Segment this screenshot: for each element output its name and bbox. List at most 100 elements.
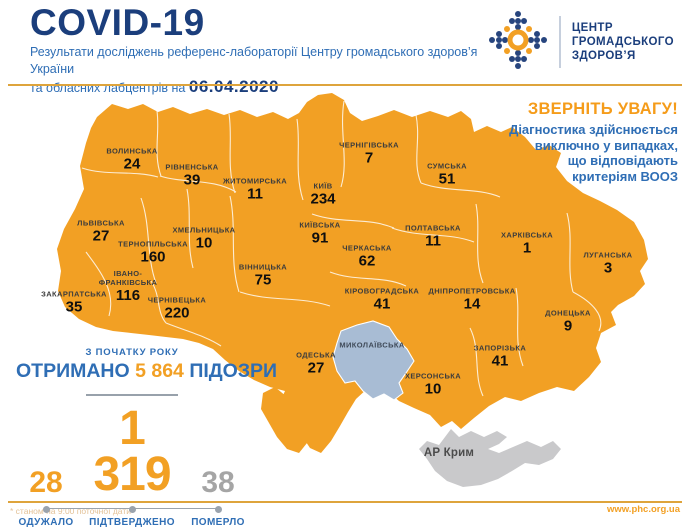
confirmed-count: 1 319 — [93, 402, 171, 501]
connector-dot — [128, 506, 136, 514]
region-case-count: 41 — [373, 295, 391, 313]
region-case-count: 27 — [307, 359, 325, 377]
confirmed-label: ПІДТВЕРДЖЕНО — [89, 517, 175, 528]
connector-dot — [214, 506, 222, 514]
region-name: ЛЬВІВСЬКА — [77, 218, 125, 228]
region-name: ЧЕРКАСЬКА — [342, 243, 392, 253]
stats-divider-line — [86, 394, 178, 396]
region-case-count: 27 — [92, 227, 110, 245]
map-region-label: ВІННИЦЬКА 75 — [239, 263, 287, 288]
region-case-count: 116 — [115, 287, 141, 304]
recovered-counter: 28 ОДУЖАЛО — [16, 465, 76, 528]
mykolaiv-region — [332, 320, 415, 401]
phc-logo: ЦЕНТР ГРОМАДСЬКОГО ЗДОРОВ’Я — [482, 4, 674, 80]
bessarabia-region — [261, 387, 307, 453]
region-name: ЧЕРНІВЕЦЬКА — [147, 295, 207, 305]
region-case-count: 75 — [254, 271, 272, 289]
map-region-label: ВОЛИНСЬКА 24 — [106, 147, 157, 172]
notice-title: ЗВЕРНІТЬ УВАГУ! — [527, 100, 678, 118]
confirmed-counter: 1 319 ПІДТВЕРДЖЕНО — [76, 402, 188, 528]
deaths-counter: 38 ПОМЕРЛО — [188, 465, 248, 528]
region-name: ДНІПРОПЕТРОВСЬКА — [428, 286, 516, 296]
map-region-label: ХЕРСОНСЬКА 10 — [405, 372, 461, 397]
region-name: АР Крим — [423, 447, 475, 459]
region-name: ТЕРНОПІЛЬСЬКА — [118, 239, 188, 249]
region-name: КИЇВСЬКА — [299, 220, 341, 230]
page-subtitle: Результати досліджень референс-лаборатор… — [30, 44, 500, 97]
map-region-label: СУМСЬКА 51 — [427, 162, 467, 187]
recovered-count: 28 — [29, 465, 63, 499]
region-case-count: 10 — [424, 380, 442, 398]
region-name: ЗАПОРІЗЬКА — [473, 343, 527, 353]
region-case-count: 24 — [123, 155, 141, 173]
region-case-count: 51 — [438, 170, 456, 188]
region-case-count: 220 — [164, 304, 190, 322]
region-case-count: 41 — [491, 352, 509, 370]
map-region-label: АР Крим — [424, 447, 474, 459]
stats-block: З ПОЧАТКУ РОКУ ОТРИМАНО 5 864 ПІДОЗРИ 28… — [16, 347, 278, 528]
map-region-label: ЗАКАРПАТСЬКА 35 — [41, 290, 107, 315]
region-case-count: 91 — [311, 229, 329, 247]
map-region-label: МИКОЛАЇВСЬКА — [339, 341, 404, 350]
map-region-label: ХАРКІВСЬКА 1 — [501, 231, 553, 256]
region-name: ХАРКІВСЬКА — [500, 230, 554, 240]
region-name: РІВНЕНСЬКА — [165, 162, 219, 172]
map-region-label: ХМЕЛЬНИЦЬКА 10 — [173, 226, 236, 251]
region-case-count: 160 — [140, 248, 166, 266]
region-case-count: 7 — [364, 149, 374, 167]
map-region-label: ЖИТОМИРСЬКА 11 — [223, 177, 287, 202]
notice-block: ЗВЕРНІТЬ УВАГУ! Діагностика здійснюється… — [509, 100, 678, 184]
region-case-count: 14 — [463, 295, 481, 313]
footer-note: * станом на 9:00 поточної дати — [10, 506, 131, 516]
map-region-label: КИЇВСЬКА 91 — [299, 221, 340, 246]
region-case-count: 9 — [563, 317, 573, 335]
map-region-label: ДОНЕЦЬКА 9 — [545, 309, 591, 334]
map-region-label: ОДЕСЬКА 27 — [296, 351, 336, 376]
region-case-count: 11 — [425, 232, 441, 250]
region-name: ЗАКАРПАТСЬКА — [41, 289, 107, 299]
region-name: ЛУГАНСЬКА — [583, 250, 633, 260]
deaths-count: 38 — [201, 465, 235, 499]
region-name: ДОНЕЦЬКА — [545, 308, 591, 318]
map-region-label: ІВАНО-ФРАНКІВСЬКА 116 — [97, 269, 159, 303]
region-case-count: 1 — [522, 239, 532, 257]
region-case-count: 234 — [310, 190, 336, 208]
region-name: КИЇВ — [313, 181, 333, 191]
connector-dot — [42, 506, 50, 514]
region-name: ПОЛТАВСЬКА — [405, 223, 461, 233]
map-region-label: ПОЛТАВСЬКА 11 — [405, 224, 461, 249]
region-name: ЧЕРНІГІВСЬКА — [339, 140, 399, 150]
region-case-count: 35 — [65, 298, 83, 316]
suspicions-line: ОТРИМАНО 5 864 ПІДОЗРИ — [16, 360, 278, 382]
header-divider-line — [8, 84, 682, 86]
map-region-label: ЛУГАНСЬКА 3 — [584, 251, 633, 276]
region-case-count: 39 — [183, 171, 201, 189]
stats-intro: З ПОЧАТКУ РОКУ — [85, 347, 179, 358]
region-name: ЖИТОМИРСЬКА — [222, 176, 288, 186]
region-name: СУМСЬКА — [427, 161, 467, 171]
region-name: ВОЛИНСЬКА — [106, 146, 158, 156]
region-name: ХЕРСОНСЬКА — [404, 371, 462, 381]
map-region-label: КИЇВ 234 — [310, 182, 335, 207]
region-name: КІРОВОГРАДСЬКА — [344, 286, 420, 296]
logo-text: ЦЕНТР ГРОМАДСЬКОГО ЗДОРОВ’Я — [571, 22, 674, 62]
region-name: ОДЕСЬКА — [296, 350, 336, 360]
map-region-label: ЧЕРНІГІВСЬКА 7 — [339, 141, 399, 166]
subtitle-line1: Результати досліджень референс-лаборатор… — [30, 45, 478, 76]
map-region-label: ЗАПОРІЗЬКА 41 — [474, 344, 526, 369]
region-name: ВІННИЦЬКА — [238, 262, 288, 272]
map-region-label: ТЕРНОПІЛЬСЬКА 160 — [118, 240, 188, 265]
map-region-label: ЧЕРКАСЬКА 62 — [342, 244, 391, 269]
region-case-count: 62 — [358, 252, 376, 270]
map-region-label: ДНІПРОПЕТРОВСЬКА 14 — [428, 287, 515, 312]
region-name: МИКОЛАЇВСЬКА — [339, 340, 405, 350]
map-region-label: ЧЕРНІВЕЦЬКА 220 — [148, 296, 206, 321]
region-case-count: 10 — [195, 234, 213, 252]
phc-sun-dots-icon — [482, 4, 554, 81]
map-region-label: КІРОВОГРАДСЬКА 41 — [345, 287, 420, 312]
oblast-borders — [81, 100, 602, 397]
page-title: COVID-19 — [30, 2, 205, 43]
map-region-label: РІВНЕНСЬКА 39 — [165, 163, 218, 188]
map-region-label: ЛЬВІВСЬКА 27 — [77, 219, 125, 244]
